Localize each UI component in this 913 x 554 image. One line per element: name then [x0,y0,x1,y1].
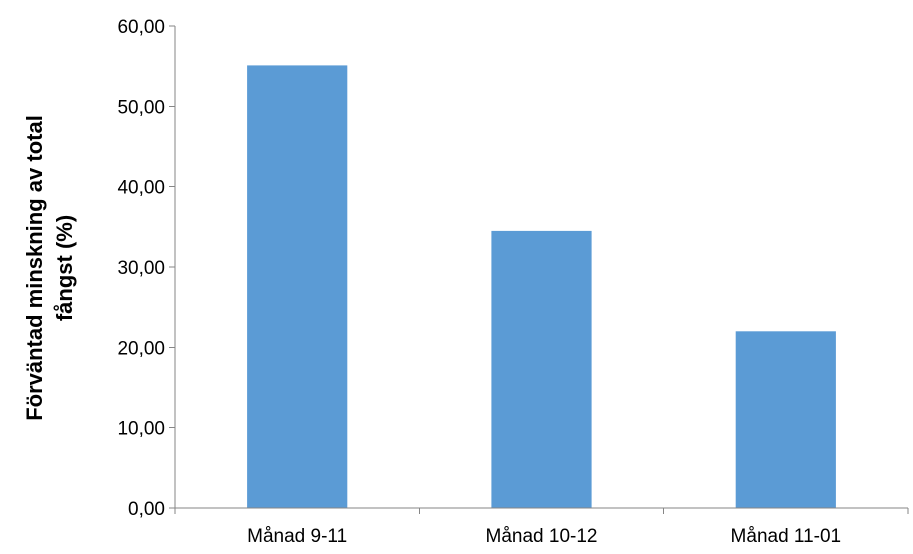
y-tick-label: 50,00 [117,97,165,118]
bar-3 [735,331,836,508]
bar-1 [247,65,348,509]
x-tick-label: Månad 10-12 [486,526,598,547]
y-tick-label: 20,00 [117,338,165,359]
y-axis-title-line-1: Förväntad minskning av total [22,115,47,421]
x-axis: Månad 9-11 Månad 10-12 Månad 11-01 [174,507,909,547]
x-tick-label: Månad 11-01 [731,526,842,547]
y-axis: 0,00 10,00 20,00 30,00 40,00 50,00 60,00 [117,17,176,520]
bar-2 [491,230,592,508]
y-tick-label: 60,00 [117,17,165,38]
y-tick-label: 10,00 [117,419,165,440]
plot-area [247,65,836,509]
y-axis-title-line-2: fångst (%) [52,215,77,321]
y-axis-title: Förväntad minskning av total fångst (%) [22,115,77,421]
y-tick-label: 30,00 [117,258,165,279]
y-tick-label: 0,00 [128,499,165,520]
x-tick-label: Månad 9-11 [247,526,347,547]
y-tick-label: 40,00 [117,178,165,199]
